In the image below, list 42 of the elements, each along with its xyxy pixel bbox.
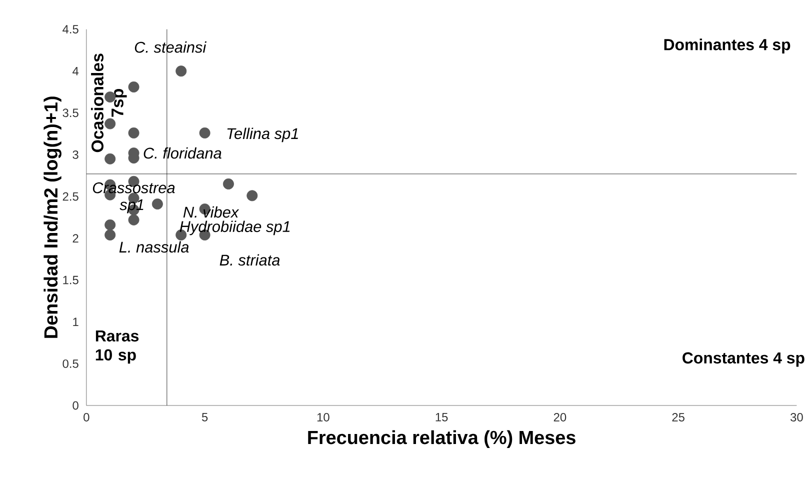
y-tick-label: 0 <box>72 401 78 410</box>
annotation: L. nassula <box>119 241 189 253</box>
annotation: Raras 10 sp <box>96 330 139 364</box>
annotation: Hydrobiidae sp1 <box>180 220 290 236</box>
x-tick-label: 25 <box>672 413 684 422</box>
point <box>128 81 140 92</box>
y-tick-label: 4 <box>72 66 79 76</box>
point <box>104 118 116 130</box>
point <box>104 153 116 164</box>
annotation: N. vibex <box>183 206 240 218</box>
point <box>246 190 258 202</box>
annotation: Dominantes 4 sp <box>664 38 790 54</box>
y-tick-label: 4.5 <box>62 25 78 34</box>
annotation: B. striata <box>220 254 280 266</box>
x-tick-label: 30 <box>790 413 803 422</box>
y-tick-label: 1 <box>73 318 78 326</box>
annotation: Ocasionales 7sp <box>91 54 127 152</box>
x-axis-title: Frecuencia relativa (%) Meses <box>308 430 576 448</box>
x-tick-label: 0 <box>84 413 90 422</box>
y-tick-label: 2 <box>72 234 78 242</box>
point <box>199 127 210 138</box>
annotation: Tellina sp1 <box>227 128 298 142</box>
point <box>128 214 140 226</box>
x-tick-label: 15 <box>436 413 448 422</box>
y-axis-title: Densidad Ind/m2 (log(n)+1) <box>44 96 62 338</box>
y-tick-label: 1.5 <box>63 276 78 284</box>
annotation: Constantes 4 sp <box>682 352 804 367</box>
point <box>176 66 187 77</box>
point <box>104 219 116 230</box>
point <box>128 127 140 138</box>
x-tick-label: 10 <box>317 413 330 422</box>
x-tick-label: 20 <box>554 413 566 422</box>
x-tick-label: 5 <box>202 413 208 422</box>
point <box>152 198 163 210</box>
annotation: C. floridana <box>144 147 222 159</box>
y-tick-label: 3 <box>72 150 78 159</box>
point <box>222 178 234 190</box>
point <box>104 229 116 240</box>
y-tick-label: 0.5 <box>62 359 78 368</box>
annotation: C. steainsi <box>134 41 206 53</box>
y-tick-label: 3.5 <box>62 108 78 118</box>
y-tick-label: 2.5 <box>62 192 78 201</box>
